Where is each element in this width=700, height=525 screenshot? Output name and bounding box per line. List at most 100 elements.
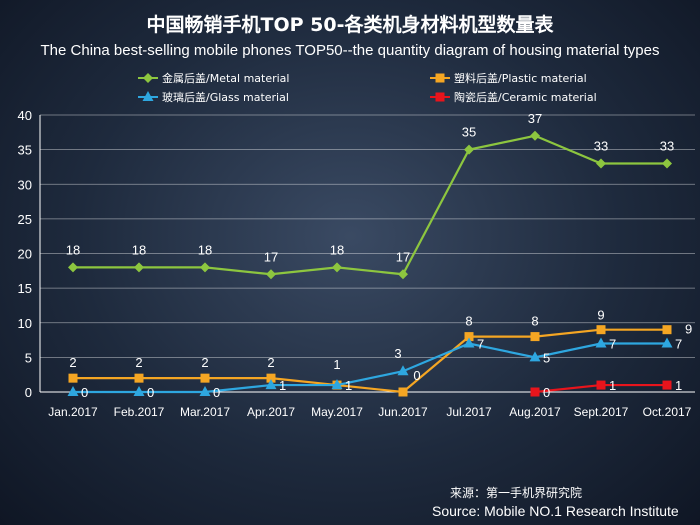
x-tick-label: Jun.2017 [378,405,428,419]
data-point [68,262,78,273]
x-tick-label: Aug.2017 [509,405,561,419]
data-point [134,262,144,273]
data-point [398,387,408,397]
data-label: 1 [279,378,286,393]
data-point [134,373,144,383]
y-tick-label: 5 [25,350,32,365]
data-label: 35 [462,125,476,140]
data-point [332,262,342,273]
data-point [530,130,540,141]
data-label: 8 [531,314,538,329]
x-tick-label: Apr.2017 [247,405,295,419]
data-point [67,386,79,396]
data-point [266,269,276,280]
series-line-0 [73,134,667,276]
data-point [596,380,606,390]
legend-label: 陶瓷后盖/Ceramic material [454,90,597,104]
data-point [596,325,606,335]
data-point [397,365,409,376]
data-point [133,386,145,396]
data-label: 18 [330,242,344,257]
data-label: 9 [597,308,604,323]
legend-marker [142,91,154,101]
legend-label: 玻璃后盖/Glass material [162,90,289,104]
data-label: 0 [543,385,550,400]
data-point [529,351,541,362]
data-label: 0 [147,385,154,400]
data-point [595,337,607,348]
data-point [331,379,343,390]
data-point [463,337,475,348]
data-point [266,373,276,383]
y-tick-label: 20 [18,247,32,262]
data-label: 7 [675,337,682,352]
data-label: 7 [609,337,616,352]
data-point [398,269,408,280]
data-label: 0 [413,368,420,383]
data-label: 9 [685,322,692,337]
data-point [200,373,210,383]
y-tick-label: 0 [25,385,32,400]
data-point [661,337,673,348]
data-label: 5 [543,350,550,365]
data-point [596,158,606,169]
data-label: 18 [198,242,212,257]
data-point [200,262,210,273]
chart-title: 中国畅销手机TOP 50-各类机身材料机型数量表 [146,14,554,36]
data-label: 8 [465,314,472,329]
y-tick-label: 10 [18,316,32,331]
y-tick-label: 40 [18,108,32,123]
y-tick-label: 35 [18,143,32,158]
data-label: 1 [609,378,616,393]
data-label: 18 [132,242,146,257]
legend-marker [435,92,445,102]
data-label: 1 [345,378,352,393]
data-label: 0 [81,385,88,400]
data-point [662,158,672,169]
legend-label: 金属后盖/Metal material [162,71,289,85]
x-tick-label: Mar.2017 [180,405,230,419]
data-label: 1 [675,378,682,393]
legend-marker [143,73,153,83]
data-label: 0 [213,385,220,400]
data-label: 2 [69,355,76,370]
data-point [68,373,78,383]
data-label: 1 [333,357,340,372]
series-line-1 [73,328,667,394]
y-tick-label: 30 [18,177,32,192]
data-label: 2 [201,355,208,370]
data-point [265,379,277,390]
x-tick-label: Jan.2017 [48,405,98,419]
x-tick-label: Sept.2017 [574,405,629,419]
data-point [464,144,474,155]
data-label: 17 [396,249,410,264]
data-point [662,380,672,390]
y-tick-label: 15 [18,281,32,296]
data-label: 18 [66,242,80,257]
x-tick-label: Feb.2017 [114,405,165,419]
legend-marker [435,73,445,83]
data-point [199,386,211,396]
y-tick-label: 25 [18,212,32,227]
data-label: 37 [528,111,542,126]
data-label: 2 [135,355,142,370]
data-point [530,387,540,397]
data-point [662,325,672,335]
data-label: 17 [264,249,278,264]
x-tick-label: May.2017 [311,405,363,419]
data-label: 2 [267,355,274,370]
x-tick-label: Jul.2017 [446,405,492,419]
data-point [530,332,540,342]
series-line-2 [73,342,667,394]
source-label-en: Source: Mobile NO.1 Research Institute [432,503,679,519]
chart-subtitle: The China best-selling mobile phones TOP… [40,42,660,59]
data-point [464,332,474,342]
source-label-cn: 来源：第一手机界研究院 [450,486,583,500]
data-label: 33 [594,138,608,153]
data-label: 3 [394,346,401,361]
data-label: 7 [477,337,484,352]
data-label: 33 [660,138,674,153]
legend-label: 塑料后盖/Plastic material [454,71,587,85]
x-tick-label: Oct.2017 [643,405,692,419]
